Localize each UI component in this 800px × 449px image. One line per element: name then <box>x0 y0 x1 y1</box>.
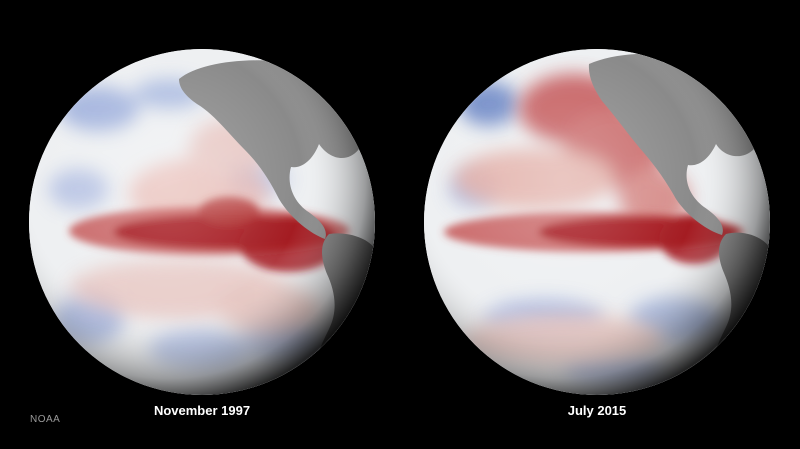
sea-surface-anomaly-map-2015 <box>424 49 770 395</box>
globe-november-1997 <box>29 49 375 395</box>
globe-caption-right: July 2015 <box>567 403 627 418</box>
image-credit: NOAA <box>30 414 61 425</box>
sea-surface-anomaly-map-1997 <box>29 49 375 395</box>
globe-caption-left: November 1997 <box>153 403 251 418</box>
globe-july-2015 <box>424 49 770 395</box>
